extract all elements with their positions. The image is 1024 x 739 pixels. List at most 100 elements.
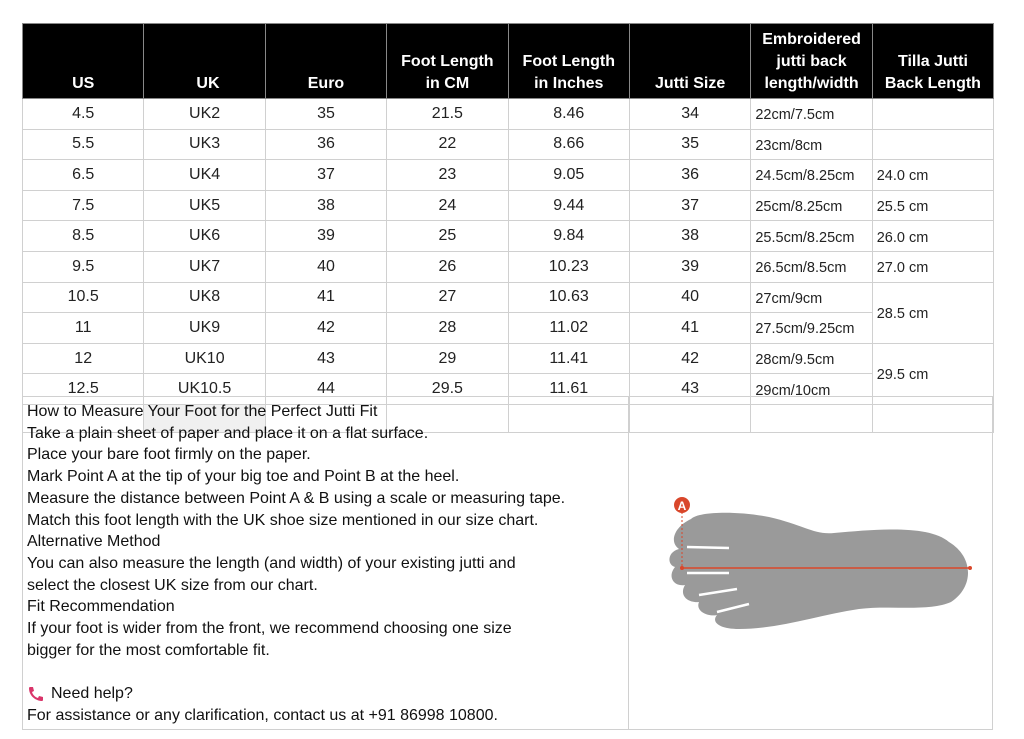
phone-icon (29, 686, 43, 701)
table-cell: 24.5cm/8.25cm (750, 159, 873, 191)
tilla-length-cell (871, 128, 995, 161)
tilla-length-cell (871, 98, 995, 130)
table-row: 12 UK10 43 29 11.41 42 28cm/9.5cm 29.5 cm (21, 342, 995, 405)
table-cell: 22cm/7.5cm (750, 98, 873, 130)
contact-line: For assistance or any clarification, con… (27, 706, 498, 724)
foot-diagram: A (669, 497, 972, 629)
help-label: Need help? (51, 685, 133, 703)
table-cell: 42 (264, 312, 388, 344)
table-cell: 21.5 (386, 98, 509, 130)
column-header: Jutti Size (628, 23, 752, 99)
header-row: US UK Euro Foot Length in CM Foot Length in In… (21, 23, 995, 99)
table-cell: UK10 (143, 342, 266, 375)
table-cell: 25.5cm/8.25cm (750, 220, 873, 252)
need-help: Need help? (23, 683, 565, 705)
column-header: Foot Length in Inches (507, 23, 630, 99)
table-cell: 27cm/9cm (750, 281, 873, 314)
table-cell: 11.41 (507, 342, 630, 375)
column-header: Euro (264, 23, 388, 99)
table-cell: UK4 (143, 159, 266, 191)
foot-shape (669, 512, 969, 629)
table-cell: 38 (628, 220, 752, 252)
table-cell: UK3 (143, 128, 266, 161)
column-header: Foot Length in CM (386, 23, 509, 99)
table-cell: 41 (264, 281, 388, 314)
table-cell: 10.5 (21, 281, 145, 314)
instruction-line: Measure the distance between Point A & B… (27, 489, 566, 507)
table-cell: 24 (386, 189, 509, 222)
tilla-length-cell: 26.0 cm (871, 220, 995, 252)
table-cell: 29 (386, 342, 509, 375)
table-row: 11 UK9 42 28 11.02 41 27.5cm/9.25cm (21, 312, 994, 344)
table-cell: 43 (628, 373, 752, 405)
table-cell: UK8 (143, 281, 266, 314)
table-cell: 8.66 (507, 128, 630, 161)
table-cell: 8.5 (21, 220, 145, 252)
instruction-line: Mark Point A at the tip of your big toe … (27, 468, 460, 486)
table-cell: UK5 (143, 189, 266, 222)
instruction-line: Alternative Method (27, 533, 161, 551)
instruction-line: bigger for the most comfortable fit. (27, 641, 270, 659)
table-row: 7.5 UK5 38 24 9.44 37 25cm/8.25cm 25.5 cm (21, 189, 995, 222)
table-cell: 25cm/8.25cm (750, 189, 873, 222)
table-cell: 36 (628, 159, 752, 191)
instruction-line: Fit Recommendation (27, 598, 175, 616)
table-cell: 11.02 (507, 312, 630, 344)
table-cell: 40 (264, 250, 388, 283)
empty-cell (628, 403, 752, 433)
empty-cell (507, 403, 630, 433)
point-a-marker (674, 497, 690, 513)
table-cell: 4.5 (21, 98, 145, 130)
table-cell: 28 (386, 312, 509, 344)
tilla-length-cell: 27.0 cm (871, 250, 995, 283)
table-cell: 5.5 (21, 128, 145, 161)
table-cell: 23 (386, 159, 509, 191)
tilla-length-cell: 24.0 cm (871, 159, 995, 191)
table-cell: 9.84 (507, 220, 630, 252)
instruction-line: If your foot is wider from the front, we… (27, 620, 512, 638)
instruction-line: Take a plain sheet of paper and place it… (27, 424, 429, 442)
table-cell: 26 (386, 250, 509, 283)
table-cell: 27.5cm/9.25cm (750, 312, 873, 344)
table-cell: 38 (264, 189, 388, 222)
table-cell: 35 (264, 98, 388, 130)
table-cell: 10.63 (507, 281, 630, 314)
table-cell: 6.5 (21, 159, 145, 191)
table-row: 10.5 UK8 41 27 10.63 40 27cm/9cm 28.5 cm (21, 281, 995, 344)
table-cell: 35 (628, 128, 752, 161)
column-header: Embroidered jutti back length/width (750, 23, 873, 99)
table-row: 4.5 UK2 35 21.5 8.46 34 22cm/7.5cm (21, 98, 995, 130)
table-cell: 39 (628, 250, 752, 283)
table-cell: 22 (386, 128, 509, 161)
table-cell: 27 (386, 281, 509, 314)
empty-cell (143, 403, 266, 433)
table-cell: 8.46 (507, 98, 630, 130)
table-cell: 28cm/9.5cm (750, 342, 873, 375)
table-cell: UK6 (143, 220, 266, 252)
tilla-length-cell: 28.5 cm (871, 281, 995, 344)
table-cell: 39 (264, 220, 388, 252)
empty-cell (750, 403, 873, 433)
table-cell: 34 (628, 98, 752, 130)
empty-cell (386, 403, 509, 433)
table-cell: 10.23 (507, 250, 630, 283)
table-cell: 7.5 (21, 189, 145, 222)
instruction-line: How to Measure Your Foot for the Perfect… (27, 403, 378, 420)
table-row: 5.5 UK3 36 22 8.66 35 23cm/8cm (21, 128, 995, 161)
table-cell: 44 (264, 373, 388, 405)
table-cell: 23cm/8cm (750, 128, 873, 161)
instruction-line: Place your bare foot firmly on the paper… (27, 446, 311, 464)
empty-cell (871, 403, 995, 433)
table-cell: 11 (21, 312, 145, 344)
table-cell: 40 (628, 281, 752, 314)
table-cell: 37 (264, 159, 388, 191)
empty-row (21, 403, 995, 433)
table-cell: 25 (386, 220, 509, 252)
table-cell: 29cm/10cm (750, 373, 873, 405)
foot-illustration: A (629, 396, 993, 730)
instruction-line: select the closest UK size from our char… (27, 576, 318, 594)
table-cell: UK9 (143, 312, 266, 344)
table-row: 6.5 UK4 37 23 9.05 36 24.5cm/8.25cm 24.0 cm (21, 159, 995, 191)
table-cell: 42 (628, 342, 752, 375)
table-cell: UK7 (143, 250, 266, 283)
